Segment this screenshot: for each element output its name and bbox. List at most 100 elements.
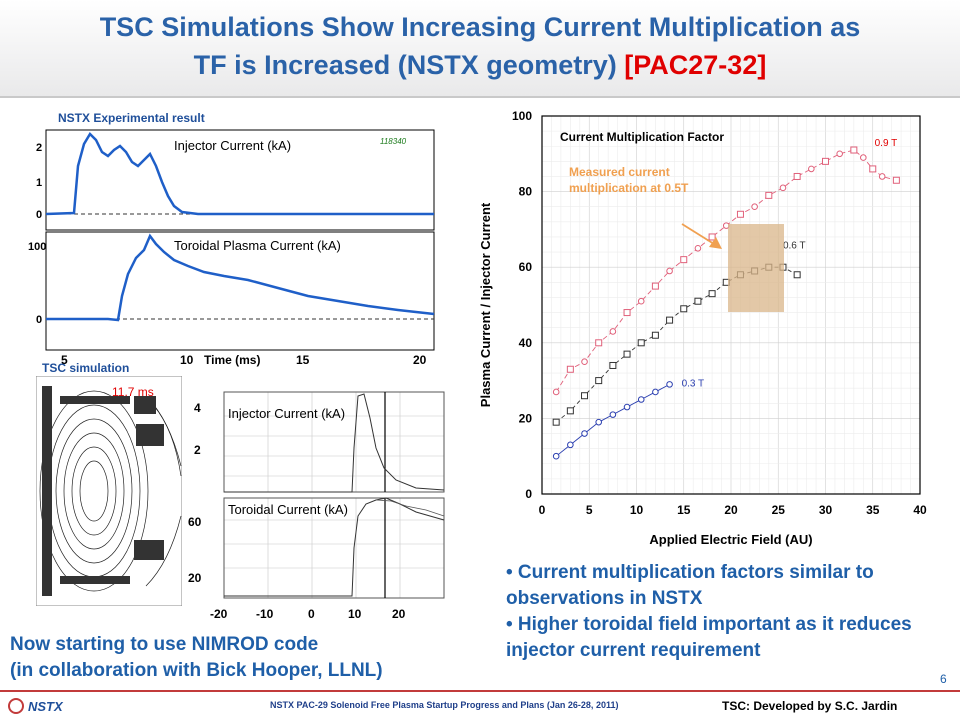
data-point <box>694 245 702 252</box>
bullet-list: • Current multiplication factors similar… <box>506 560 956 664</box>
tsc-simulation-label: TSC simulation <box>42 361 130 375</box>
title-line-2: TF is Increased (NSTX geometry) [PAC27-3… <box>20 46 940 84</box>
data-point <box>694 297 702 305</box>
data-point <box>869 165 877 173</box>
x-tick-label: 5 <box>586 503 593 517</box>
data-point <box>779 184 787 192</box>
exp-shot-number: 118340 <box>380 137 407 146</box>
data-point <box>581 392 589 400</box>
sim-top-ytick: 2 <box>194 443 201 457</box>
data-point <box>552 452 560 460</box>
x-tick-label: 20 <box>724 503 738 517</box>
data-point <box>566 365 574 373</box>
footer-meeting-text: NSTX PAC-29 Solenoid Free Plasma Startup… <box>270 700 619 710</box>
nstx-logo-icon <box>8 698 24 714</box>
exp-top-title: Injector Current (kA) <box>174 138 291 153</box>
data-point <box>793 172 801 180</box>
data-point <box>637 297 645 305</box>
x-tick-label: 35 <box>866 503 880 517</box>
exp-toroidal-trace <box>46 233 435 322</box>
exp-bottom-ytick: 0 <box>36 314 42 326</box>
series-0-3-t: 0.3 T <box>552 378 705 460</box>
data-point <box>836 150 843 158</box>
annotation-line-2: multiplication at 0.5T <box>569 181 689 195</box>
x-tick-label: 15 <box>677 503 691 517</box>
exp-top-ytick: 2 <box>36 142 42 154</box>
y-tick-label: 100 <box>512 109 532 123</box>
series-label: 0.9 T <box>875 138 898 149</box>
data-point <box>623 350 631 358</box>
simulation-waveforms: Injector Current (kA) Toroidal Current (… <box>188 391 445 621</box>
data-point <box>680 256 688 264</box>
annotation-arrow-line <box>681 223 715 245</box>
sim-xtick: 10 <box>348 607 362 621</box>
nstx-logo-text: NSTX <box>28 699 63 714</box>
tsc-time-label: 11.7 ms <box>112 385 154 399</box>
slide-title: TSC Simulations Show Increasing Current … <box>20 8 940 84</box>
bullet-item: • Higher toroidal field important as it … <box>506 614 912 661</box>
data-point <box>651 331 659 339</box>
data-point <box>567 441 574 449</box>
title-line-1: TSC Simulations Show Increasing Current … <box>99 12 861 42</box>
chart-title: Current Multiplication Factor <box>560 130 724 144</box>
measured-region-marker <box>728 224 784 312</box>
nimrod-line-1: Now starting to use NIMROD code <box>10 634 319 655</box>
y-tick-label: 60 <box>519 260 533 274</box>
data-point <box>751 203 758 211</box>
data-point <box>552 388 560 396</box>
data-point <box>808 165 815 173</box>
data-point <box>765 191 773 199</box>
exp-xtick: 5 <box>61 353 68 367</box>
sim-bottom-ytick: 20 <box>188 571 202 585</box>
data-point <box>736 210 744 218</box>
data-point <box>652 388 659 396</box>
exp-top-ytick: 1 <box>36 177 42 189</box>
data-point <box>680 305 688 313</box>
sim-bottom-ytick: 60 <box>188 515 202 529</box>
sim-toroidal-trace <box>224 497 445 597</box>
chart-ticks: 0 5 10 15 20 25 30 35 40 0 20 40 60 80 100 <box>512 109 927 517</box>
sim-xtick: 0 <box>308 607 315 621</box>
annotation-line-1: Measured current <box>569 165 670 179</box>
x-tick-label: 0 <box>539 503 546 517</box>
exp-xtick: 15 <box>296 353 310 367</box>
sim-injector-trace <box>224 393 445 493</box>
footer-credit: TSC: Developed by S.C. Jardin <box>722 699 898 713</box>
bullet-item: • Current multiplication factors similar… <box>506 562 874 609</box>
data-point <box>822 157 829 165</box>
sim-bottom-title: Toroidal Current (kA) <box>228 502 348 517</box>
chart-ylabel: Plasma Current / Injector Current <box>478 202 493 407</box>
data-point <box>581 358 588 366</box>
slide-header: TSC Simulations Show Increasing Current … <box>0 0 960 98</box>
data-point <box>623 403 631 411</box>
data-point <box>595 339 603 347</box>
exp-bottom-ytick: 100 <box>28 241 46 253</box>
data-point <box>793 271 801 279</box>
nimrod-line-2: (in collaboration with Bick Hooper, LLNL… <box>10 660 383 681</box>
nstx-logo: NSTX <box>8 698 63 714</box>
data-point <box>595 418 602 426</box>
experimental-label: NSTX Experimental result <box>58 111 205 125</box>
data-point <box>609 361 617 369</box>
x-tick-label: 30 <box>819 503 833 517</box>
chart-xlabel: Applied Electric Field (AU) <box>649 532 812 547</box>
data-point <box>666 381 673 388</box>
data-point <box>595 377 603 385</box>
exp-xlabel: Time (ms) <box>204 353 260 367</box>
series-label: 0.3 T <box>682 378 705 389</box>
series-label: 0.6 T <box>783 240 806 251</box>
data-point <box>878 173 886 180</box>
x-tick-label: 10 <box>630 503 644 517</box>
data-point <box>708 290 716 298</box>
data-point <box>609 328 617 335</box>
annotation-arrowhead <box>709 237 722 249</box>
data-point <box>666 267 673 275</box>
x-tick-label: 40 <box>913 503 927 517</box>
x-tick-label: 25 <box>772 503 786 517</box>
data-point <box>566 407 574 415</box>
tsc-flux-plot: 11.7 ms <box>36 376 182 606</box>
data-point <box>892 176 900 184</box>
exp-injector-trace <box>45 131 434 216</box>
sim-top-title: Injector Current (kA) <box>228 406 345 421</box>
sim-top-ytick: 4 <box>194 401 201 415</box>
